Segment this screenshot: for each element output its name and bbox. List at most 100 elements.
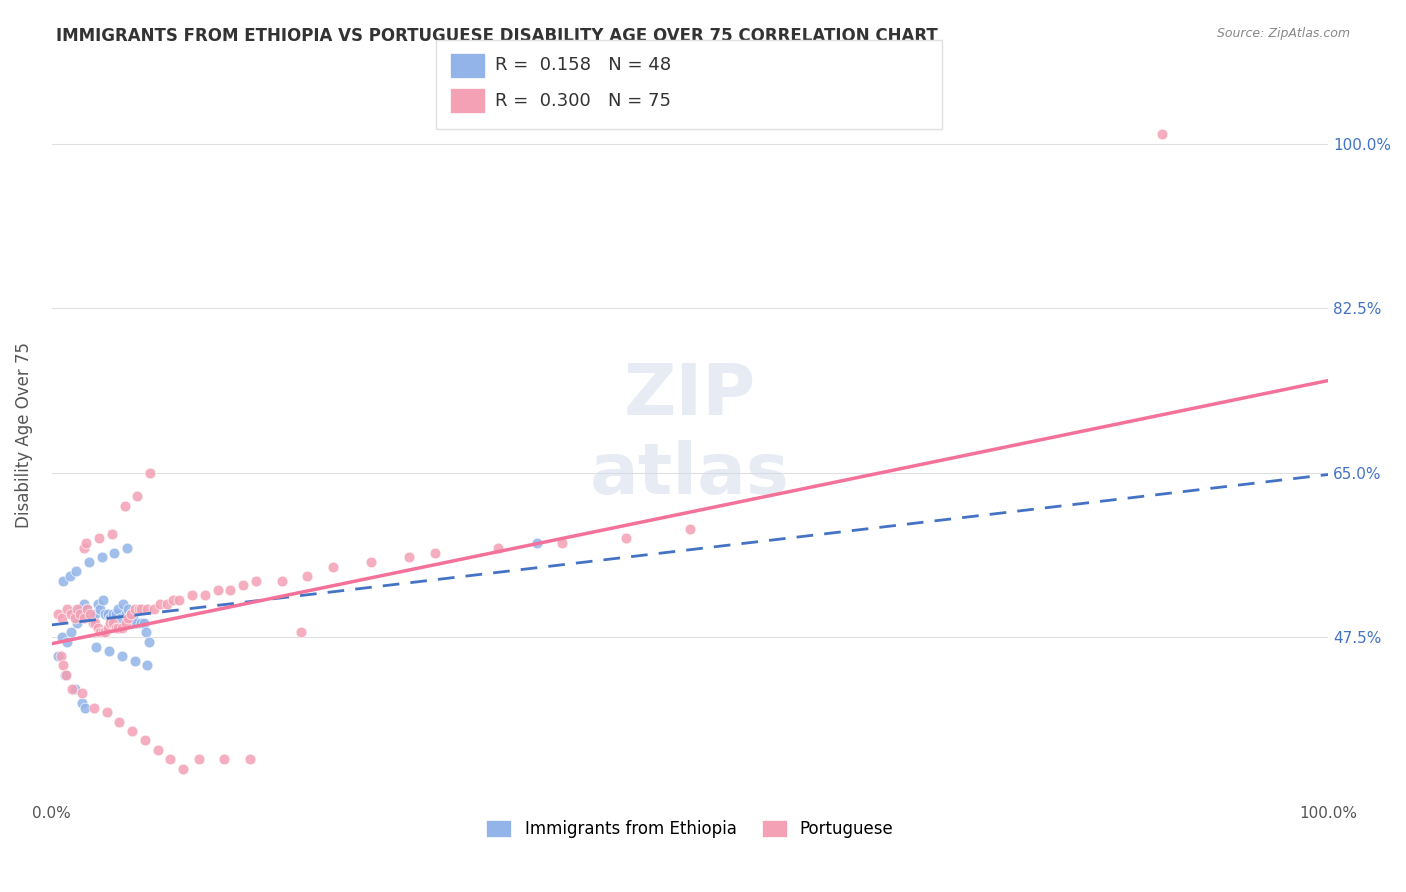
Point xyxy=(181,588,204,602)
Point xyxy=(73,700,96,714)
Point xyxy=(53,667,76,681)
Point xyxy=(101,607,124,621)
Point xyxy=(117,602,139,616)
Point xyxy=(77,555,100,569)
Point xyxy=(82,615,104,630)
Point xyxy=(82,611,104,625)
Point xyxy=(232,578,254,592)
Point xyxy=(488,541,510,555)
Point xyxy=(76,602,98,616)
Point xyxy=(245,574,267,588)
Point xyxy=(87,532,110,546)
Point xyxy=(63,681,86,696)
Point xyxy=(290,625,312,640)
Point xyxy=(136,602,159,616)
Point xyxy=(360,555,382,569)
Point xyxy=(108,714,131,729)
Text: IMMIGRANTS FROM ETHIOPIA VS PORTUGUESE DISABILITY AGE OVER 75 CORRELATION CHART: IMMIGRANTS FROM ETHIOPIA VS PORTUGUESE D… xyxy=(56,27,938,45)
Point xyxy=(100,615,122,630)
Point xyxy=(96,706,118,720)
Point xyxy=(65,564,87,578)
Point xyxy=(551,536,574,550)
Point xyxy=(169,592,191,607)
Point xyxy=(112,597,135,611)
Point xyxy=(110,611,132,625)
Point xyxy=(69,607,91,621)
Point xyxy=(72,696,94,710)
Point xyxy=(114,499,136,513)
Point xyxy=(63,611,86,625)
Point xyxy=(398,550,420,565)
Point xyxy=(207,583,229,598)
Point xyxy=(129,615,152,630)
Point xyxy=(614,532,637,546)
Point xyxy=(51,611,73,625)
Point xyxy=(146,743,169,757)
Point xyxy=(103,545,125,559)
Point xyxy=(91,592,114,607)
Point xyxy=(136,658,159,673)
Point xyxy=(187,752,209,766)
Point xyxy=(156,597,179,611)
Point xyxy=(132,615,155,630)
Point xyxy=(55,667,77,681)
Point xyxy=(114,607,136,621)
Point xyxy=(59,607,82,621)
Point xyxy=(86,640,108,654)
Point xyxy=(89,602,111,616)
Text: R =  0.158   N = 48: R = 0.158 N = 48 xyxy=(495,56,671,74)
Point xyxy=(194,588,217,602)
Point xyxy=(49,648,72,663)
Point xyxy=(172,762,194,776)
Text: ZIP
atlas: ZIP atlas xyxy=(591,360,790,509)
Point xyxy=(46,607,69,621)
Point xyxy=(66,602,89,616)
Point xyxy=(59,625,82,640)
Point xyxy=(111,648,134,663)
Point xyxy=(100,611,122,625)
Point xyxy=(76,602,98,616)
Point xyxy=(122,611,145,625)
Point xyxy=(139,466,162,480)
Point xyxy=(129,602,152,616)
Point xyxy=(127,489,149,503)
Text: R =  0.300   N = 75: R = 0.300 N = 75 xyxy=(495,92,671,110)
Point xyxy=(162,592,184,607)
Point xyxy=(72,686,94,700)
Point xyxy=(114,615,136,630)
Point xyxy=(73,611,96,625)
Y-axis label: Disability Age Over 75: Disability Age Over 75 xyxy=(15,342,32,528)
Point xyxy=(56,602,79,616)
Point xyxy=(128,602,150,616)
Point xyxy=(94,625,117,640)
Point xyxy=(100,526,122,541)
Point xyxy=(111,621,134,635)
Point xyxy=(52,658,75,673)
Point xyxy=(149,597,172,611)
Point xyxy=(73,541,96,555)
Point xyxy=(79,607,101,621)
Point xyxy=(84,615,107,630)
Point xyxy=(69,602,91,616)
Point xyxy=(135,625,157,640)
Point xyxy=(90,550,112,565)
Point xyxy=(295,569,318,583)
Point xyxy=(423,545,446,559)
Point xyxy=(46,648,69,663)
Point xyxy=(124,602,146,616)
Point xyxy=(107,621,129,635)
Point xyxy=(322,559,344,574)
Point xyxy=(270,574,292,588)
Point xyxy=(83,700,105,714)
Point xyxy=(107,602,129,616)
Point xyxy=(51,630,73,644)
Point xyxy=(59,569,82,583)
Point xyxy=(86,621,108,635)
Point xyxy=(124,654,146,668)
Point xyxy=(104,621,127,635)
Point xyxy=(120,607,142,621)
Point xyxy=(104,607,127,621)
Point xyxy=(84,607,107,621)
Legend: Immigrants from Ethiopia, Portuguese: Immigrants from Ethiopia, Portuguese xyxy=(479,813,900,845)
Point xyxy=(94,607,117,621)
